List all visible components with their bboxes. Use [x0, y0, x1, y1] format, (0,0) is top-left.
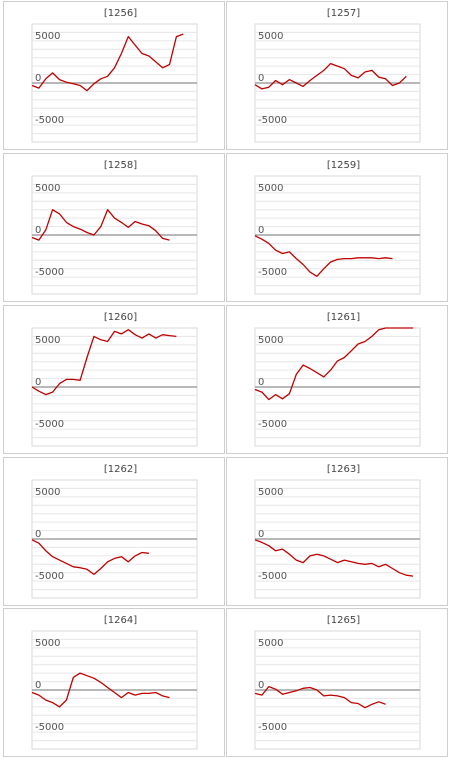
y-tick-label: 0 [35, 225, 41, 236]
y-tick-label: 0 [35, 377, 41, 388]
y-tick-label: -5000 [258, 115, 287, 126]
line-chart: [1257] 5000 0 -5000 [254, 8, 421, 143]
y-tick-label: -5000 [35, 419, 64, 430]
y-tick-label: 5000 [35, 335, 60, 346]
chart-panel: [1259] 5000 0 -5000 [226, 153, 448, 302]
y-tick-label: 0 [35, 529, 41, 540]
y-tick-label: 0 [258, 529, 264, 540]
chart-panel: [1261] 5000 0 -5000 [226, 305, 448, 454]
chart-panel: [1264] 5000 0 -5000 [3, 608, 225, 757]
y-tick-label: -5000 [35, 115, 64, 126]
chart-title: [1264] [104, 615, 137, 626]
y-tick-label: 0 [35, 680, 41, 691]
y-tick-label: 5000 [258, 335, 283, 346]
series-line [254, 327, 414, 401]
chart-panel: [1265] 5000 0 -5000 [226, 608, 448, 757]
chart-panel: [1262] 5000 0 -5000 [3, 457, 225, 606]
series-line [254, 539, 414, 577]
y-tick-label: 5000 [258, 638, 283, 649]
chart-panel: [1258] 5000 0 -5000 [3, 153, 225, 302]
chart-title: [1256] [104, 8, 137, 19]
line-chart: [1259] 5000 0 -5000 [254, 160, 421, 295]
series-line [31, 209, 170, 241]
chart-title: [1263] [327, 464, 360, 475]
line-chart: [1262] 5000 0 -5000 [31, 464, 198, 599]
y-tick-label: 5000 [258, 487, 283, 498]
chart-title: [1260] [104, 312, 137, 323]
chart-panel: [1257] 5000 0 -5000 [226, 1, 448, 150]
chart-panel: [1260] 5000 0 -5000 [3, 305, 225, 454]
y-tick-label: 0 [258, 680, 264, 691]
line-chart: [1264] 5000 0 -5000 [31, 615, 198, 750]
chart-panel: [1256] 5000 0 -5000 [3, 1, 225, 150]
line-chart: [1256] 5000 0 -5000 [31, 8, 198, 143]
y-tick-label: -5000 [35, 267, 64, 278]
series-line [31, 329, 177, 396]
y-tick-label: 0 [258, 225, 264, 236]
y-tick-label: 0 [258, 377, 264, 388]
line-chart: [1263] 5000 0 -5000 [254, 464, 421, 599]
chart-title: [1261] [327, 312, 360, 323]
series-line [254, 685, 386, 709]
series-line [31, 539, 149, 576]
chart-title: [1265] [327, 615, 360, 626]
y-tick-label: 0 [258, 73, 264, 84]
chart-panel: [1263] 5000 0 -5000 [226, 457, 448, 606]
line-chart: [1258] 5000 0 -5000 [31, 160, 198, 295]
line-chart: [1261] 5000 0 -5000 [254, 312, 421, 447]
series-line [31, 672, 170, 708]
series-line [254, 235, 393, 277]
line-chart: [1265] 5000 0 -5000 [254, 615, 421, 750]
chart-title: [1258] [104, 160, 137, 171]
y-tick-label: -5000 [258, 267, 287, 278]
y-tick-label: -5000 [258, 419, 287, 430]
y-tick-label: -5000 [258, 571, 287, 582]
y-tick-label: 5000 [35, 638, 60, 649]
y-tick-label: 5000 [35, 183, 60, 194]
y-tick-label: -5000 [35, 722, 64, 733]
chart-title: [1257] [327, 8, 360, 19]
y-tick-label: -5000 [35, 571, 64, 582]
y-tick-label: 5000 [35, 31, 60, 42]
y-tick-label: 0 [35, 73, 41, 84]
chart-title: [1262] [104, 464, 137, 475]
chart-title: [1259] [327, 160, 360, 171]
series-line [254, 62, 407, 90]
y-tick-label: 5000 [35, 487, 60, 498]
series-line [31, 33, 184, 92]
y-tick-label: -5000 [258, 722, 287, 733]
y-tick-label: 5000 [258, 31, 283, 42]
y-tick-label: 5000 [258, 183, 283, 194]
line-chart: [1260] 5000 0 -5000 [31, 312, 198, 447]
